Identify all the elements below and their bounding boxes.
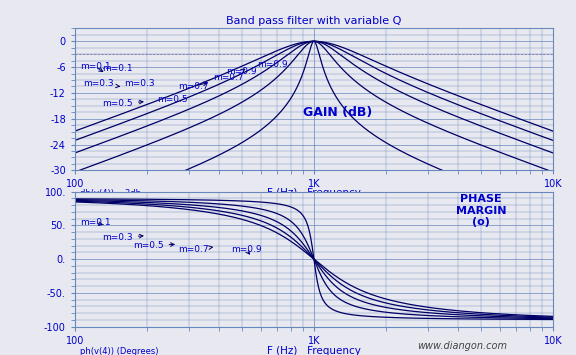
- Text: m=0.7: m=0.7: [214, 73, 244, 82]
- Text: ph(v(4)) (Degrees): ph(v(4)) (Degrees): [79, 346, 158, 355]
- Text: www.diangon.com: www.diangon.com: [417, 342, 507, 351]
- Text: m=0.5: m=0.5: [157, 94, 187, 104]
- Text: m=0.1: m=0.1: [80, 218, 111, 228]
- Text: m=0.3: m=0.3: [102, 233, 143, 242]
- Text: m=0.9: m=0.9: [257, 60, 288, 69]
- Text: m=0.5: m=0.5: [133, 241, 174, 250]
- Text: m=0.9: m=0.9: [231, 245, 262, 255]
- Text: PHASE
MARGIN
(o): PHASE MARGIN (o): [456, 194, 506, 228]
- Text: m=0.5: m=0.5: [102, 99, 143, 108]
- Text: F (Hz)   Frequency: F (Hz) Frequency: [267, 188, 361, 198]
- Text: F (Hz)   Frequency: F (Hz) Frequency: [267, 345, 361, 355]
- Text: m=0.9: m=0.9: [226, 67, 257, 76]
- Text: m=0.1: m=0.1: [102, 64, 132, 73]
- Text: m=0.7: m=0.7: [178, 245, 213, 255]
- Text: m=0.7: m=0.7: [178, 82, 209, 91]
- Text: db(v(4))   -3db: db(v(4)) -3db: [79, 189, 141, 198]
- Text: GAIN (dB): GAIN (dB): [303, 106, 373, 119]
- Text: m=0.1: m=0.1: [80, 62, 111, 71]
- Title: Band pass filter with variable Q: Band pass filter with variable Q: [226, 16, 401, 26]
- Text: m=0.3: m=0.3: [83, 80, 119, 88]
- Text: m=0.3: m=0.3: [124, 80, 154, 88]
